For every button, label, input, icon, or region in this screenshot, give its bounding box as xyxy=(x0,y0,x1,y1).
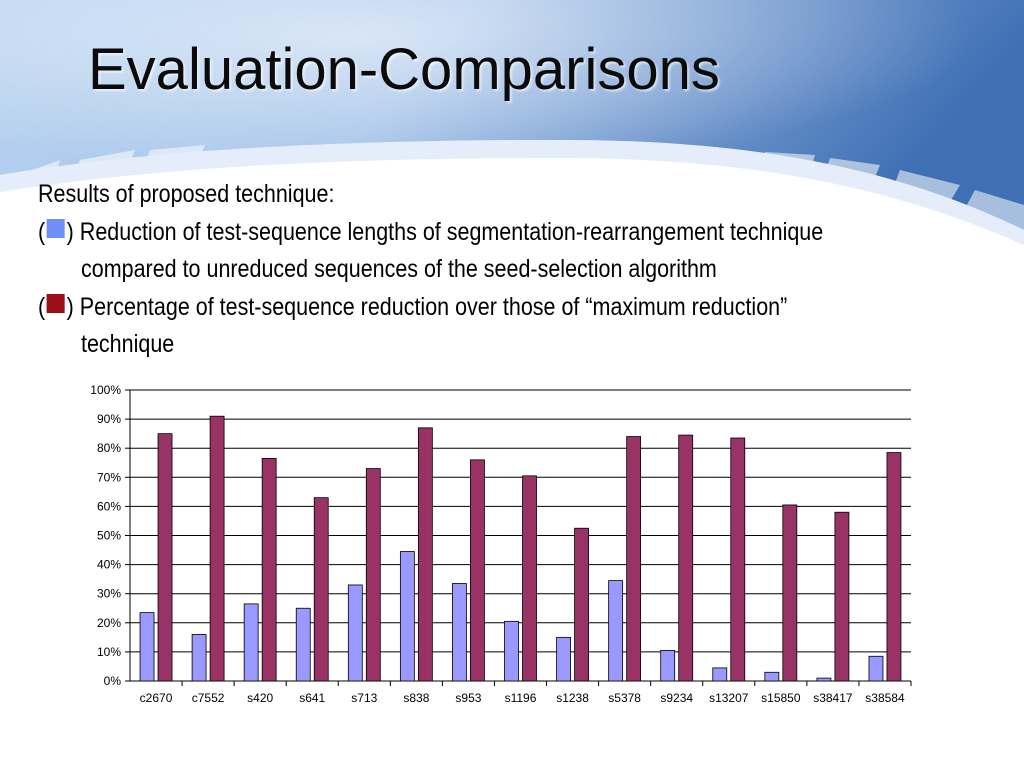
x-tick-label: c7552 xyxy=(192,691,225,705)
paren-close: ) xyxy=(66,217,74,246)
x-tick-label: c2670 xyxy=(140,691,173,705)
bar-series-1 xyxy=(712,667,728,682)
bar-series-2 xyxy=(730,437,746,682)
x-tick-label: s5378 xyxy=(608,691,641,705)
bar-series-1 xyxy=(504,620,519,682)
bar-series-1 xyxy=(399,551,415,682)
legend-item-2-text: Percentage of test-sequence reduction ov… xyxy=(79,292,788,321)
bar-series-2 xyxy=(470,459,485,682)
intro-text: Results of proposed technique: xyxy=(38,180,335,208)
bar-series-2 xyxy=(834,511,850,682)
bar-series-2 xyxy=(209,415,225,682)
legend-item-1: () Reduction of test-sequence lengths of… xyxy=(38,214,864,252)
x-tick-label: s38417 xyxy=(813,691,853,705)
bar-series-1 xyxy=(295,607,311,682)
y-tick-label: 0% xyxy=(104,674,122,688)
y-tick-label: 50% xyxy=(97,529,121,543)
bar-series-2 xyxy=(782,504,798,682)
bar-series-1 xyxy=(608,580,624,682)
bar-series-2 xyxy=(886,452,902,682)
y-tick-label: 100% xyxy=(90,383,121,397)
bar-series-1 xyxy=(868,655,884,682)
bar-series-1 xyxy=(452,583,467,682)
bar-series-1 xyxy=(764,671,780,682)
x-tick-label: s1196 xyxy=(505,691,537,705)
bar-series-1 xyxy=(347,584,363,682)
bar-series-2 xyxy=(678,434,694,682)
bar-series-2 xyxy=(574,527,589,682)
legend-item-2-continuation: technique xyxy=(81,330,175,358)
bar-series-2 xyxy=(626,436,642,682)
bar-series-1 xyxy=(139,612,155,682)
x-tick-label: s838 xyxy=(403,691,429,705)
y-tick-label: 20% xyxy=(97,616,121,630)
x-tick-label: s641 xyxy=(299,691,325,705)
y-tick-label: 70% xyxy=(97,470,121,484)
x-tick-label: s420 xyxy=(247,691,273,705)
y-tick-label: 40% xyxy=(97,558,121,572)
bar-series-2 xyxy=(365,468,381,682)
x-tick-label: s953 xyxy=(455,691,481,705)
x-tick-label: s713 xyxy=(351,691,377,705)
legend-item-1-text: Reduction of test-sequence lengths of se… xyxy=(79,217,824,246)
x-tick-label: s1238 xyxy=(556,691,589,705)
red-swatch-icon xyxy=(46,293,65,313)
y-tick-label: 30% xyxy=(97,587,121,601)
slide-body: Results of proposed technique: () Reduct… xyxy=(38,176,998,364)
bar-series-1 xyxy=(191,634,207,682)
y-tick-label: 10% xyxy=(97,645,121,659)
bar-series-1 xyxy=(556,636,571,682)
bar-series-1 xyxy=(816,677,832,682)
x-tick-label: s38584 xyxy=(865,691,905,705)
legend-item-2: () Percentage of test-sequence reduction… xyxy=(38,289,864,327)
bar-series-1 xyxy=(243,603,259,682)
y-tick-label: 90% xyxy=(97,412,121,426)
legend-item-1-continuation: compared to unreduced sequences of the s… xyxy=(81,255,717,283)
x-tick-label: s13207 xyxy=(709,691,749,705)
bar-series-1 xyxy=(660,650,676,682)
paren-open: ( xyxy=(38,217,46,246)
bar-series-2 xyxy=(417,427,433,682)
x-tick-label: s15850 xyxy=(761,691,801,705)
bar-series-2 xyxy=(261,457,277,682)
slide-title: Evaluation-Comparisons xyxy=(88,37,720,102)
bar-series-2 xyxy=(522,475,537,682)
bar-series-2 xyxy=(313,497,329,682)
y-tick-label: 60% xyxy=(97,499,121,513)
blue-swatch-icon xyxy=(46,218,65,238)
bar-chart: 0% 10% 20% 30% 40% 50% 60% 70% 80% 90% 100% c2670 c7… xyxy=(90,383,912,705)
y-tick-label: 80% xyxy=(97,441,121,455)
x-tick-label: s9234 xyxy=(660,691,693,705)
bar-series-2 xyxy=(157,433,173,682)
paren-close: ) xyxy=(66,292,74,321)
paren-open: ( xyxy=(38,292,46,321)
